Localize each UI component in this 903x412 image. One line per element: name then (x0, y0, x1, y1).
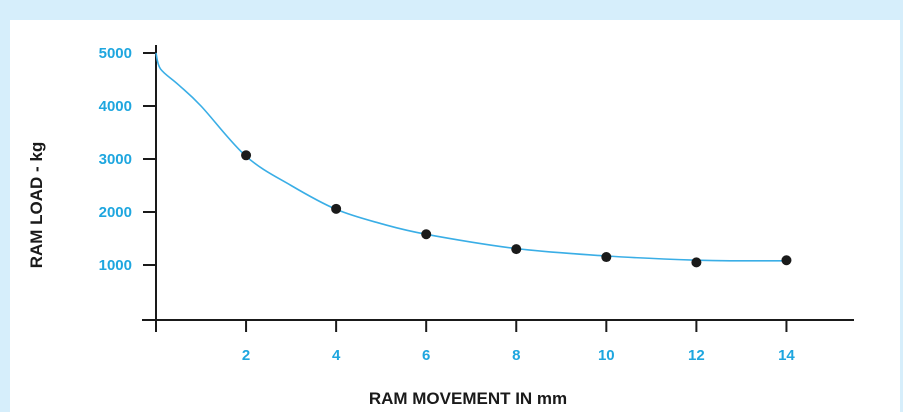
y-tick-label-2000: 2000 (99, 204, 132, 221)
fitted-curve (155, 52, 787, 262)
y-tick-label-3000: 3000 (99, 151, 132, 168)
y-tick-label-5000: 5000 (99, 45, 132, 62)
tick-marks (143, 52, 788, 332)
tick-labels-layer: 2 4 6 8 10 12 14 1000 2000 3000 4000 5000 (99, 45, 796, 364)
ram-load-chart: 2 4 6 8 10 12 14 1000 2000 3000 4000 5000 RAM LOAD … (27, 45, 854, 408)
data-points-layer (241, 150, 792, 268)
data-point-x8 (511, 244, 522, 255)
data-point-x14 (781, 255, 792, 266)
x-tick-label-10: 10 (598, 347, 615, 364)
data-point-x6 (421, 229, 432, 240)
x-tick-label-8: 8 (512, 347, 520, 364)
data-point-x2 (241, 150, 252, 161)
x-tick-label-4: 4 (332, 347, 341, 364)
x-tick-label-12: 12 (688, 347, 705, 364)
y-axis-title: RAM LOAD - kg (27, 142, 46, 269)
fitted-curve-layer (155, 52, 787, 262)
x-axis-title: RAM MOVEMENT IN mm (369, 389, 567, 408)
chart-panel: 2 4 6 8 10 12 14 1000 2000 3000 4000 5000 RAM LOAD … (10, 20, 900, 412)
y-tick-label-4000: 4000 (99, 98, 132, 115)
data-point-x10 (601, 252, 612, 263)
axes (142, 45, 854, 321)
y-tick-label-1000: 1000 (99, 257, 132, 274)
x-tick-label-6: 6 (422, 347, 430, 364)
data-point-x4 (331, 203, 342, 214)
data-point-x12 (691, 257, 702, 268)
x-tick-label-2: 2 (242, 347, 250, 364)
x-tick-label-14: 14 (778, 347, 795, 364)
